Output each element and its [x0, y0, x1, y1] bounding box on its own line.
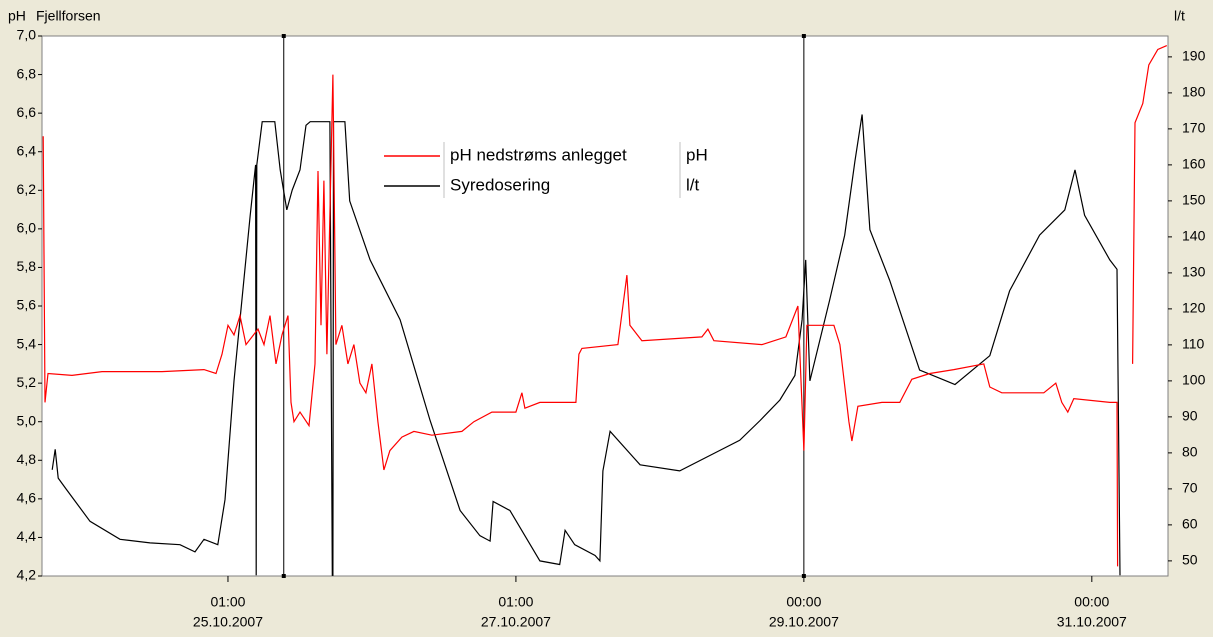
legend-label: Syredosering — [450, 175, 550, 194]
x-tick-label: 01:00 — [210, 594, 245, 610]
y-tick-label: 5,8 — [17, 258, 37, 274]
y-tick-label: 6,6 — [17, 104, 37, 120]
y-tick-label: 6,2 — [17, 181, 37, 197]
legend-unit: pH — [686, 145, 708, 164]
y-tick-label: 4,6 — [17, 490, 37, 506]
cursor-handle — [801, 34, 806, 38]
y2-tick-label: 70 — [1182, 480, 1198, 496]
y2-tick-label: 100 — [1182, 372, 1206, 388]
y2-tick-label: 190 — [1182, 48, 1206, 64]
y2-tick-label: 160 — [1182, 156, 1206, 172]
legend-unit: l/t — [686, 175, 700, 194]
y-tick-label: 6,0 — [17, 220, 37, 236]
y-tick-label: 4,2 — [17, 567, 37, 583]
legend-label: pH nedstrøms anlegget — [450, 145, 627, 164]
y2-tick-label: 180 — [1182, 84, 1206, 100]
y-tick-label: 4,8 — [17, 451, 37, 467]
cursor-handle — [281, 34, 286, 38]
cursor-handle — [801, 574, 806, 578]
y-tick-label: 5,6 — [17, 297, 37, 313]
y2-tick-label: 60 — [1182, 516, 1198, 532]
y2-axis-label: l/t — [1174, 8, 1185, 24]
y2-tick-label: 50 — [1182, 552, 1198, 568]
y-tick-label: 5,4 — [17, 335, 37, 351]
x-tick-label: 00:00 — [1074, 594, 1109, 610]
y-axis-label: pH — [8, 8, 26, 24]
x-tick-label: 00:00 — [786, 594, 821, 610]
y-tick-label: 6,8 — [17, 65, 37, 81]
x-tick-date: 27.10.2007 — [481, 614, 551, 630]
x-tick-date: 29.10.2007 — [769, 614, 839, 630]
series-line — [42, 45, 1168, 567]
plot-area — [42, 36, 1168, 576]
y-tick-label: 5,2 — [17, 374, 37, 390]
y2-tick-label: 130 — [1182, 264, 1206, 280]
legend-box — [380, 140, 722, 200]
y-tick-label: 5,0 — [17, 412, 37, 428]
y2-tick-label: 140 — [1182, 228, 1206, 244]
y2-tick-label: 90 — [1182, 408, 1198, 424]
legend: pH nedstrøms anlegget pH Syredosering l/t — [380, 140, 722, 200]
x-tick-date: 25.10.2007 — [193, 614, 263, 630]
x-tick-date: 31.10.2007 — [1057, 614, 1127, 630]
y-tick-label: 7,0 — [17, 27, 37, 43]
y-tick-label: 4,4 — [17, 528, 37, 544]
y2-tick-label: 150 — [1182, 192, 1206, 208]
y2-tick-label: 120 — [1182, 300, 1206, 316]
chart-title: Fjellforsen — [36, 8, 101, 24]
y-tick-label: 6,4 — [17, 142, 37, 158]
cursor-handle — [281, 574, 286, 578]
y2-tick-label: 110 — [1182, 336, 1205, 352]
y2-tick-label: 170 — [1182, 120, 1206, 136]
x-tick-label: 01:00 — [498, 594, 533, 610]
y2-tick-label: 80 — [1182, 444, 1198, 460]
series-line — [51, 114, 1121, 576]
